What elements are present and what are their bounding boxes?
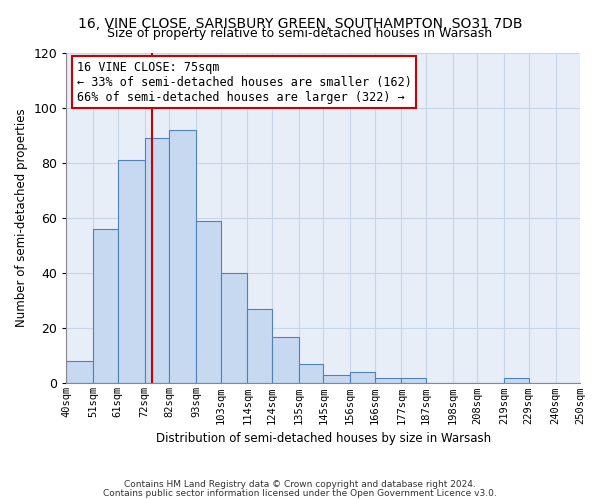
Bar xyxy=(374,378,401,384)
Bar xyxy=(67,362,94,384)
Y-axis label: Number of semi-detached properties: Number of semi-detached properties xyxy=(15,108,28,328)
Bar xyxy=(401,378,426,384)
Bar xyxy=(94,229,118,384)
Bar xyxy=(221,273,247,384)
Bar xyxy=(196,220,221,384)
Bar xyxy=(145,138,169,384)
Text: Contains HM Land Registry data © Crown copyright and database right 2024.: Contains HM Land Registry data © Crown c… xyxy=(124,480,476,489)
Text: Size of property relative to semi-detached houses in Warsash: Size of property relative to semi-detach… xyxy=(107,28,493,40)
Text: 16, VINE CLOSE, SARISBURY GREEN, SOUTHAMPTON, SO31 7DB: 16, VINE CLOSE, SARISBURY GREEN, SOUTHAM… xyxy=(78,18,522,32)
Bar xyxy=(299,364,323,384)
Bar xyxy=(247,309,272,384)
Bar xyxy=(169,130,196,384)
Bar xyxy=(272,336,299,384)
Bar xyxy=(323,375,350,384)
Bar xyxy=(504,378,529,384)
Text: 16 VINE CLOSE: 75sqm
← 33% of semi-detached houses are smaller (162)
66% of semi: 16 VINE CLOSE: 75sqm ← 33% of semi-detac… xyxy=(77,61,412,104)
Bar xyxy=(118,160,145,384)
Text: Contains public sector information licensed under the Open Government Licence v3: Contains public sector information licen… xyxy=(103,488,497,498)
X-axis label: Distribution of semi-detached houses by size in Warsash: Distribution of semi-detached houses by … xyxy=(155,432,491,445)
Bar xyxy=(350,372,374,384)
